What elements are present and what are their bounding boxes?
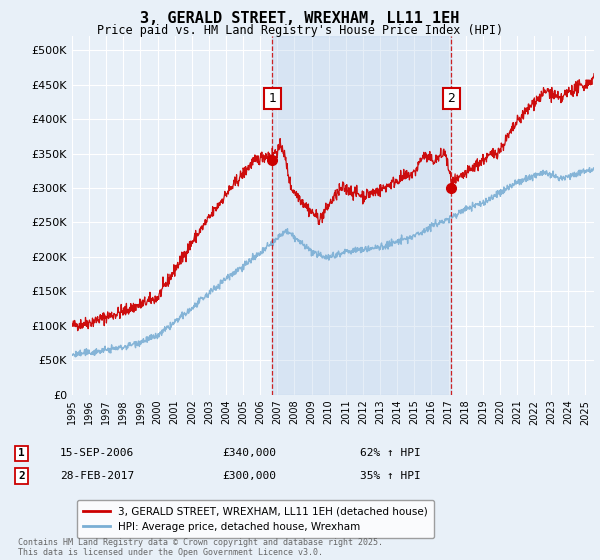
Text: 1: 1 [268, 92, 277, 105]
Text: 35% ↑ HPI: 35% ↑ HPI [360, 471, 421, 481]
Text: Price paid vs. HM Land Registry's House Price Index (HPI): Price paid vs. HM Land Registry's House … [97, 24, 503, 36]
Text: 2: 2 [448, 92, 455, 105]
Text: 62% ↑ HPI: 62% ↑ HPI [360, 449, 421, 459]
Text: £300,000: £300,000 [222, 471, 276, 481]
Legend: 3, GERALD STREET, WREXHAM, LL11 1EH (detached house), HPI: Average price, detach: 3, GERALD STREET, WREXHAM, LL11 1EH (det… [77, 501, 434, 538]
Text: £340,000: £340,000 [222, 449, 276, 459]
Text: 15-SEP-2006: 15-SEP-2006 [60, 449, 134, 459]
Text: 1: 1 [18, 449, 25, 459]
Bar [272, 36, 451, 395]
Text: 28-FEB-2017: 28-FEB-2017 [60, 471, 134, 481]
Text: Contains HM Land Registry data © Crown copyright and database right 2025.
This d: Contains HM Land Registry data © Crown c… [18, 538, 383, 557]
Text: 2: 2 [18, 471, 25, 481]
Text: 3, GERALD STREET, WREXHAM, LL11 1EH: 3, GERALD STREET, WREXHAM, LL11 1EH [140, 11, 460, 26]
